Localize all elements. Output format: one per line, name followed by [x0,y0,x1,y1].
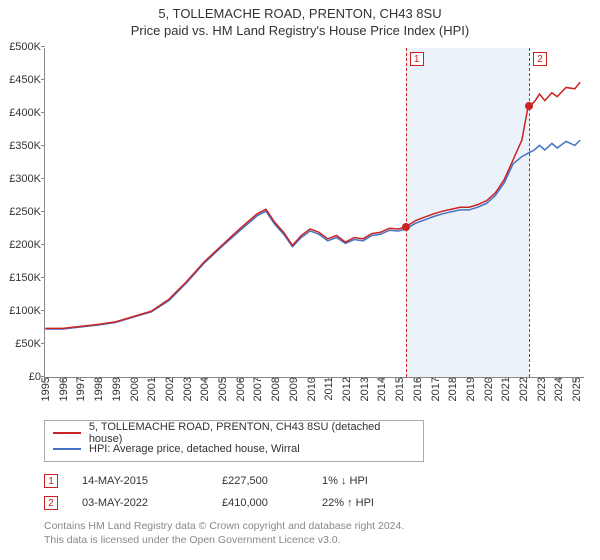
event-date: 14-MAY-2015 [82,475,222,487]
event-delta: 22% ↑ HPI [322,497,432,509]
chart-plot-area: £0£50K£100K£150K£200K£250K£300K£350K£400… [44,48,584,378]
y-tick-label: £200K [9,239,45,251]
event-index-box: 1 [44,474,58,488]
y-tick-label: £450K [9,74,45,86]
legend-swatch-subject [53,432,81,434]
sale-marker-box: 2 [533,52,547,66]
sale-vline [406,48,407,377]
event-row: 1 14-MAY-2015£227,5001% ↓ HPI [44,470,584,492]
sale-dot [402,223,410,231]
y-tick-label: £300K [9,173,45,185]
title-subtitle: Price paid vs. HM Land Registry's House … [0,23,600,38]
legend-label-subject: 5, TOLLEMACHE ROAD, PRENTON, CH43 8SU (d… [89,421,415,445]
line-series-svg [45,48,584,377]
chart-titles: 5, TOLLEMACHE ROAD, PRENTON, CH43 8SU Pr… [0,0,600,38]
events-table: 1 14-MAY-2015£227,5001% ↓ HPI 2 03-MAY-2022… [44,470,584,514]
legend-swatch-hpi [53,448,81,450]
y-tick-label: £100K [9,305,45,317]
sale-vline [529,48,530,377]
title-address: 5, TOLLEMACHE ROAD, PRENTON, CH43 8SU [0,6,600,21]
y-tick-label: £50K [15,338,45,350]
event-row: 2 03-MAY-2022£410,00022% ↑ HPI [44,492,584,514]
sale-marker-box: 1 [410,52,424,66]
event-delta: 1% ↓ HPI [322,475,432,487]
legend-and-events: 5, TOLLEMACHE ROAD, PRENTON, CH43 8SU (d… [44,420,584,547]
y-tick-label: £500K [9,41,45,53]
event-index-box: 2 [44,496,58,510]
event-price: £227,500 [222,475,322,487]
footer-line2: This data is licensed under the Open Gov… [44,534,584,548]
event-price: £410,000 [222,497,322,509]
event-date: 03-MAY-2022 [82,497,222,509]
legend-item-subject: 5, TOLLEMACHE ROAD, PRENTON, CH43 8SU (d… [53,425,415,441]
footer-attribution: Contains HM Land Registry data © Crown c… [44,520,584,547]
legend-box: 5, TOLLEMACHE ROAD, PRENTON, CH43 8SU (d… [44,420,424,462]
sale-dot [525,102,533,110]
y-tick-label: £350K [9,140,45,152]
y-tick-label: £150K [9,272,45,284]
y-tick-label: £250K [9,206,45,218]
footer-line1: Contains HM Land Registry data © Crown c… [44,520,584,534]
legend-label-hpi: HPI: Average price, detached house, Wirr… [89,443,300,455]
y-tick-label: £400K [9,107,45,119]
